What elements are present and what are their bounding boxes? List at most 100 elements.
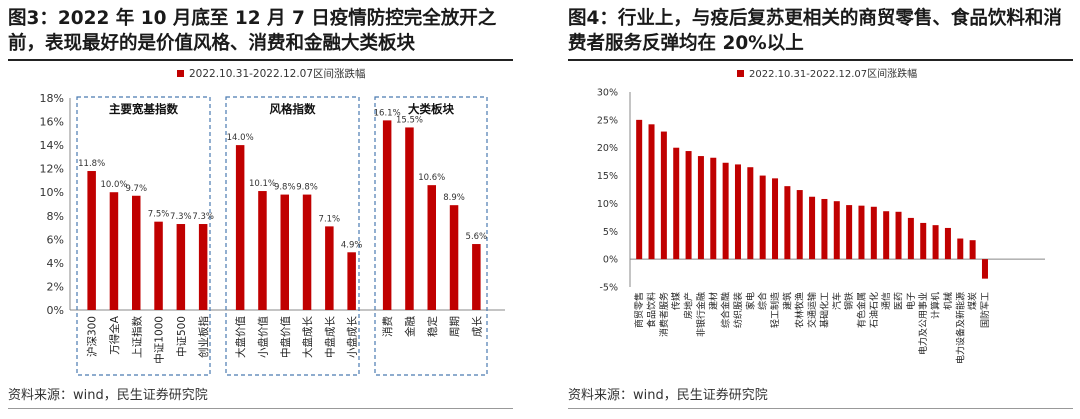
- x-tick-label: 中盘价值: [279, 316, 292, 358]
- x-tick-label: 电子: [905, 292, 917, 310]
- figure-3-panel: 图3：2022 年 10 月底至 12 月 7 日疫情防控完全放开之前，表现最好…: [0, 0, 520, 419]
- y-tick-label: 14%: [40, 139, 64, 152]
- group-box: [225, 96, 360, 376]
- bar: [109, 192, 119, 310]
- x-tick-label: 交通运输: [806, 292, 818, 328]
- bar: [449, 205, 459, 310]
- data-label: 15.5%: [396, 115, 423, 125]
- x-tick-label: 石油石化: [868, 292, 880, 328]
- data-label: 7.5%: [148, 210, 170, 220]
- bar: [920, 222, 927, 260]
- bar: [895, 211, 902, 260]
- figure-4-panel: 图4：行业上，与疫后复苏更相关的商贸零售、食品饮料和消费者服务反弹均在 20%以…: [560, 0, 1080, 419]
- y-tick-label: 18%: [40, 92, 64, 105]
- x-tick-label: 计算机: [930, 292, 942, 319]
- x-tick-label: 消费者服务: [658, 292, 670, 337]
- figure-3-bar-chart: 2022.10.31-2022.12.07区间涨跌幅 0% 2% 4% 6% 8% 10% 1…: [40, 67, 505, 376]
- figure-3-title: 图3：2022 年 10 月底至 12 月 7 日疫情防控完全放开之前，表现最好…: [8, 8, 497, 54]
- figure-3-bottom-rule: [8, 408, 513, 409]
- bar: [382, 120, 392, 310]
- bar: [957, 238, 964, 260]
- figure-4-title: 图4：行业上，与疫后复苏更相关的商贸零售、食品饮料和消费者服务反弹均在 20%以…: [568, 8, 1062, 54]
- y-tick-label: 30%: [597, 88, 618, 99]
- x-tick-label: 机械: [942, 292, 954, 310]
- data-label: 9.7%: [125, 184, 147, 194]
- x-tick-label: 基础化工: [818, 292, 830, 328]
- y-tick-label: 0%: [47, 304, 64, 317]
- y-tick-label: -5%: [600, 283, 619, 294]
- bar: [660, 131, 667, 260]
- y-tick-label: 5%: [603, 227, 618, 238]
- x-tick-label: 煤炭: [967, 292, 979, 310]
- data-label: 8.9%: [443, 193, 465, 203]
- data-label: 10.6%: [418, 173, 445, 183]
- group-label: 风格指数: [270, 102, 316, 116]
- bar: [405, 127, 414, 310]
- bar: [347, 252, 356, 310]
- x-tick-label: 综合金融: [720, 292, 732, 328]
- bar: [734, 164, 741, 260]
- bar: [235, 145, 245, 310]
- bar: [907, 217, 914, 260]
- data-label: 9.8%: [274, 183, 296, 193]
- bar: [809, 196, 816, 260]
- figure-4-title-rule: [568, 59, 1073, 61]
- bar: [969, 240, 976, 260]
- x-tick-label: 汽车: [831, 292, 843, 310]
- x-tick-label: 中证500: [175, 316, 188, 357]
- bar: [636, 119, 643, 260]
- bar: [280, 194, 289, 310]
- x-tick-label: 房地产: [683, 292, 695, 319]
- bar: [858, 205, 865, 260]
- x-tick-label: 传媒: [670, 292, 682, 310]
- bar: [472, 244, 481, 310]
- bar: [685, 151, 692, 260]
- data-label: 10.1%: [249, 179, 276, 189]
- x-tick-label: 轻工制造: [769, 292, 781, 328]
- bar: [154, 221, 163, 310]
- x-tick-label: 家电: [744, 292, 756, 310]
- x-tick-label: 医药: [894, 292, 905, 310]
- legend-label: 2022.10.31-2022.12.07区间涨跌幅: [749, 67, 917, 80]
- y-tick-label: 10%: [597, 199, 618, 210]
- bar: [325, 226, 334, 310]
- figure-4-bar-chart: 2022.10.31-2022.12.07区间涨跌幅 -5% 0% 5% 10% 15% 2…: [597, 67, 1045, 364]
- data-label: 4.9%: [341, 240, 363, 250]
- bar: [981, 259, 988, 279]
- y-tick-label: 8%: [47, 210, 64, 223]
- x-tick-label: 国防军工: [979, 292, 991, 328]
- y-tick-label: 0%: [603, 255, 618, 266]
- group-label: 大类板块: [408, 102, 454, 116]
- group-box: [76, 96, 211, 376]
- bar: [821, 198, 828, 260]
- x-tick-label: 万得全A: [108, 315, 121, 354]
- y-tick-label: 12%: [40, 163, 64, 176]
- x-tick-label: 成长: [471, 316, 483, 337]
- y-tick-label: 10%: [40, 186, 64, 199]
- y-tick-label: 6%: [47, 233, 64, 246]
- bar: [258, 191, 267, 310]
- y-tick-label: 16%: [40, 116, 64, 129]
- x-tick-label: 建材: [707, 292, 719, 310]
- x-tick-label: 钢铁: [843, 292, 855, 310]
- x-tick-label: 电力设备及新能源: [954, 292, 966, 364]
- y-tick-label: 4%: [47, 257, 64, 270]
- data-label: 9.8%: [296, 183, 318, 193]
- y-tick-label: 25%: [597, 115, 618, 126]
- bar: [87, 171, 96, 310]
- x-tick-label: 小盘成长: [346, 316, 359, 358]
- data-label: 10.0%: [100, 180, 127, 190]
- data-label: 7.1%: [319, 214, 341, 224]
- x-tick-label: 商贸零售: [633, 292, 645, 328]
- bar: [722, 162, 729, 260]
- figure-3-title-rule: [8, 59, 513, 61]
- bar: [198, 224, 208, 310]
- bar: [870, 206, 877, 260]
- x-tick-label: 金融: [403, 316, 416, 337]
- figure-4-bottom-rule: [568, 408, 1073, 409]
- x-tick-label: 非银行金融: [695, 292, 707, 337]
- bar: [784, 186, 791, 260]
- x-tick-label: 小盘价值: [256, 316, 269, 358]
- data-label: 5.6%: [466, 232, 488, 242]
- data-label: 7.3%: [170, 212, 192, 222]
